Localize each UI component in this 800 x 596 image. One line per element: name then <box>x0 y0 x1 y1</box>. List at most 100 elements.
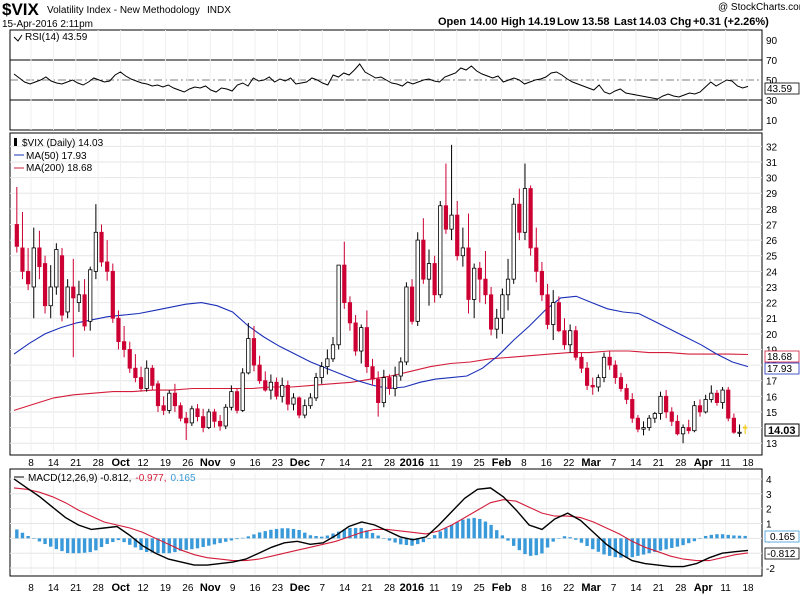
candle-body <box>189 408 194 424</box>
x-tick-label: Oct <box>111 457 130 469</box>
macd-histogram-bar <box>353 527 358 539</box>
macd-legend-signal: -0.977, <box>135 473 166 484</box>
macd-histogram-bar <box>517 538 522 551</box>
x-tick-label: 14 <box>339 458 351 469</box>
macd-histogram-bar <box>336 531 341 539</box>
candle-body <box>568 330 573 346</box>
rsi-grid <box>10 59 762 101</box>
macd-histogram-bar <box>269 529 273 539</box>
candle-body <box>240 372 245 411</box>
macd-tag: -0.812 <box>767 549 796 560</box>
x-tick-label: 2016 <box>400 457 424 469</box>
macd-histogram-bar <box>551 538 555 542</box>
macd-hist-tag: 0.165 <box>770 532 795 543</box>
candle-body <box>133 367 138 378</box>
x-tick-label: 21 <box>362 458 374 469</box>
x-tick-label: 28 <box>93 458 105 469</box>
candle-body <box>726 389 731 419</box>
macd-histogram-bar <box>737 535 742 539</box>
ma200-legend-text: MA(200) 18.68 <box>26 163 93 174</box>
macd-histogram-bar <box>511 538 516 546</box>
candle-body <box>257 364 262 382</box>
macd-histogram-bar <box>303 532 307 539</box>
macd-histogram-bar <box>698 538 702 539</box>
macd-histogram-bar <box>201 538 205 548</box>
candle-body <box>579 356 584 369</box>
macd-histogram-bar <box>144 538 149 552</box>
macd-histogram-bar <box>523 538 527 555</box>
macd-histogram-bar <box>286 528 290 539</box>
macd-histogram-bar <box>212 538 217 545</box>
candle-body <box>489 294 494 330</box>
candle-body <box>404 286 409 363</box>
x-tick-label: 8 <box>521 583 527 594</box>
macd-histogram-bar <box>602 538 606 555</box>
candle-body <box>138 377 144 389</box>
candle-body <box>122 341 127 350</box>
candle-body <box>664 395 669 413</box>
candle-body <box>686 427 691 432</box>
macd-histogram-bar <box>156 538 160 554</box>
rsi-tick-label: 10 <box>766 116 778 127</box>
macd-histogram-bar <box>687 538 691 544</box>
macd-histogram-bar <box>619 538 623 558</box>
x-tick-label: Dec <box>290 457 310 469</box>
x-tick-label: 21 <box>70 458 82 469</box>
high-value: 14.19 <box>528 16 556 28</box>
macd-histogram-bar <box>60 538 64 552</box>
rsi-plot <box>13 63 749 100</box>
x-tick-label: Nov <box>200 457 222 469</box>
macd-histogram-bar <box>489 524 493 539</box>
macd-histogram-bar <box>472 517 476 539</box>
macd-histogram-bar <box>664 538 668 550</box>
macd-histogram-bar <box>365 530 369 539</box>
x-tick-label: 14 <box>48 458 60 469</box>
macd-histogram-bar <box>743 535 747 539</box>
macd-histogram-bar <box>562 536 567 539</box>
candle-body <box>647 417 652 428</box>
price-tick-label: 17 <box>766 377 778 388</box>
price-axis: 3231302928272625242322212019181716151413 <box>766 142 778 450</box>
macd-histogram-bar <box>444 528 448 539</box>
x-tick-label: 16 <box>250 458 262 469</box>
price-tick-label: 13 <box>766 439 778 450</box>
x-tick-label: 9 <box>230 583 236 594</box>
macd-histogram-bar <box>387 538 392 541</box>
candle-body <box>511 203 516 280</box>
macd-histogram-bar <box>438 531 442 539</box>
macd-histogram-bar <box>133 538 138 548</box>
candle-body <box>393 375 398 389</box>
macd-tick-label: 2 <box>766 505 772 516</box>
price-legend-symbol: $VIX (Daily) 14.03 <box>22 138 104 149</box>
x-tick-label: 21 <box>362 583 374 594</box>
candle-body <box>291 397 296 405</box>
macd-histogram-bar <box>579 538 584 543</box>
price-panel-frame <box>9 132 763 456</box>
macd-histogram-bar <box>630 538 634 558</box>
x-tick-label: 19 <box>451 458 463 469</box>
macd-histogram-bar <box>77 538 81 554</box>
x-tick-label: 23 <box>272 458 284 469</box>
x-tick-label: 28 <box>384 458 396 469</box>
candle-body <box>178 405 183 419</box>
candle-body <box>720 389 725 403</box>
candle-body <box>31 247 36 288</box>
price-tick-label: 21 <box>766 314 778 325</box>
candle-body <box>144 367 149 389</box>
candle-body <box>325 358 330 368</box>
candle-body <box>184 417 189 424</box>
macd-histogram-bar <box>167 538 171 554</box>
candle-body <box>42 263 48 307</box>
macd-histogram-bar <box>43 538 47 545</box>
x-tick-label: Mar <box>581 582 601 594</box>
rsi-tag: 43.59 <box>767 84 792 95</box>
candle-body <box>613 364 618 378</box>
macd-histogram-bar <box>325 535 330 539</box>
macd-histogram-bar <box>681 538 685 546</box>
candle-body <box>353 322 358 352</box>
candle-body <box>201 416 206 428</box>
macd-histogram-bar <box>449 524 454 539</box>
x-tick-label: 23 <box>272 583 284 594</box>
x-tick-label: Dec <box>290 582 310 594</box>
candle-body <box>703 399 708 413</box>
